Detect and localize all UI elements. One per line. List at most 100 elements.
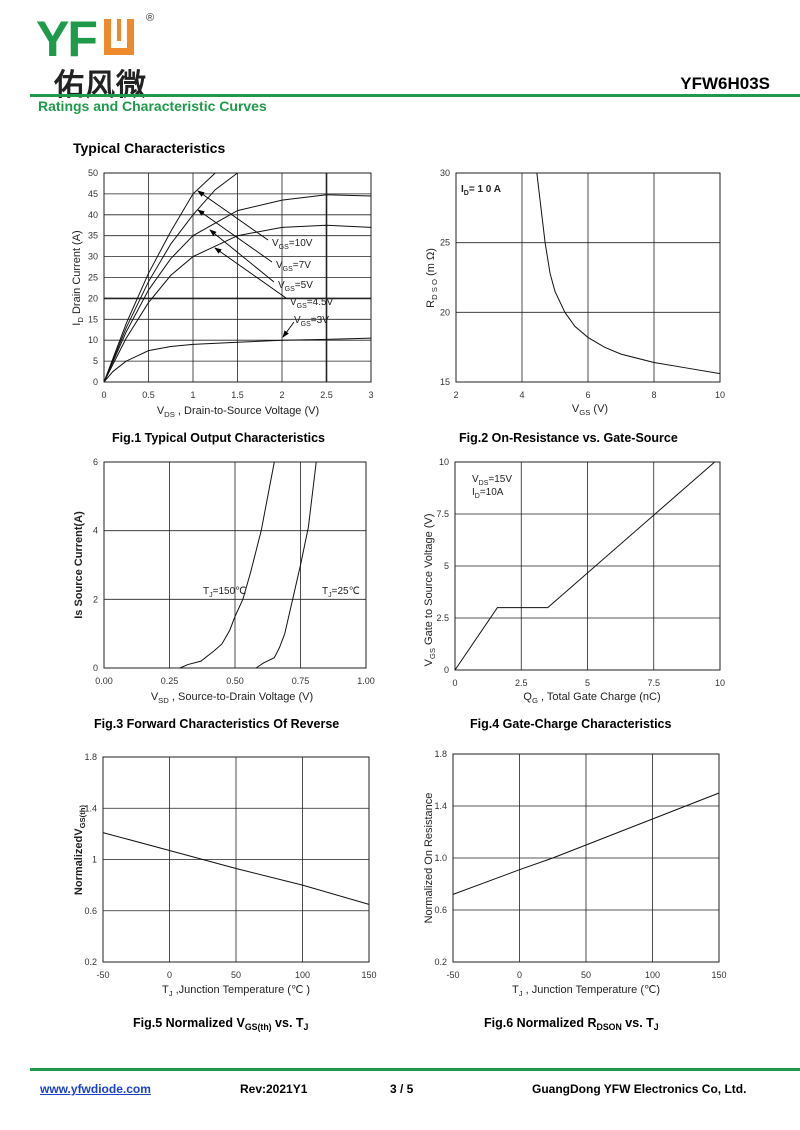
x-axis-label: VGS (V) <box>572 403 608 417</box>
series-label: VGS=7V <box>276 260 311 273</box>
footer-revision: Rev:2021Y1 <box>240 1082 308 1096</box>
x-tick-label: 0.00 <box>95 676 113 686</box>
x-tick-label: 8 <box>651 390 656 400</box>
x-axis-label: TJ , Junction Temperature (℃) <box>512 984 660 998</box>
x-tick-label: 0 <box>517 970 522 980</box>
chart-fig2: 2 4 6 8 10 15 20 25 30 ID= 1 0 A VGS (V) RD S O (m … <box>425 168 725 445</box>
x-tick-label: 2 <box>453 390 458 400</box>
x-tick-label: 2.5 <box>515 678 528 688</box>
series-arrow <box>209 229 275 283</box>
footer-divider <box>30 1068 800 1071</box>
x-tick-label: 150 <box>361 970 376 980</box>
chart-annotation: ID=10A <box>472 487 504 500</box>
x-tick-label: 0.5 <box>142 390 155 400</box>
x-tick-label: 1.5 <box>231 390 244 400</box>
y-tick-label: 0.2 <box>434 957 447 967</box>
section-title: Ratings and Characteristic Curves <box>38 98 267 114</box>
figure-caption: Fig.2 On-Resistance vs. Gate-Source <box>459 431 678 445</box>
y-tick-label: 10 <box>439 457 449 467</box>
series-arrow <box>214 247 287 299</box>
y-tick-label: 2.5 <box>436 613 449 623</box>
y-tick-label: 5 <box>444 561 449 571</box>
chart-fig5: -50 0 50 100 150 0.2 0.6 1 1.4 1.8 TJ ,Junction Te… <box>73 752 377 1032</box>
figure-caption: Fig.5 Normalized VGS(th) vs. TJ <box>133 1016 309 1032</box>
y-tick-label: 15 <box>440 377 450 387</box>
series-line-2 <box>255 461 317 669</box>
series-label: VGS=5V <box>278 280 313 293</box>
chart-annotation: VDS=15V <box>472 474 512 487</box>
series-label: VGS=3V <box>294 315 329 328</box>
y-tick-label: 2 <box>93 594 98 604</box>
logo-w-mark <box>104 19 134 55</box>
figure-caption: Fig.6 Normalized RDSON vs. TJ <box>484 1016 659 1032</box>
y-tick-label: 6 <box>93 457 98 467</box>
series-line-1 <box>103 172 216 383</box>
x-tick-label: 50 <box>231 970 241 980</box>
series-line-1 <box>452 792 720 895</box>
y-tick-label: 1.4 <box>84 803 97 813</box>
x-tick-label: 0.75 <box>292 676 310 686</box>
x-tick-label: 1.00 <box>357 676 375 686</box>
y-axis-label: Normalized On Resistance <box>423 793 435 924</box>
part-number: YFW6H03S <box>680 74 770 93</box>
series-line-1 <box>454 461 716 671</box>
y-axis-label: Is Source Current(A) <box>73 511 85 619</box>
typical-characteristics-heading: Typical Characteristics <box>73 140 226 156</box>
y-tick-label: 40 <box>88 210 98 220</box>
footer-website: www.yfwdiode.com <box>40 1082 151 1096</box>
x-tick-label: 2.5 <box>320 390 333 400</box>
series-arrow <box>197 209 273 263</box>
chart-fig6: -50 0 50 100 150 0.2 0.6 1.0 1.4 1.8 TJ , Junction… <box>423 749 727 1032</box>
y-tick-label: 0 <box>444 665 449 675</box>
figure-caption: Fig.1 Typical Output Characteristics <box>112 431 325 445</box>
y-tick-label: 0 <box>93 663 98 673</box>
y-tick-label: 0 <box>93 377 98 387</box>
y-tick-label: 7.5 <box>436 509 449 519</box>
chart-annotation: ID= 1 0 A <box>461 184 501 197</box>
x-tick-label: 1 <box>190 390 195 400</box>
x-tick-label: 150 <box>711 970 726 980</box>
series-line-2 <box>103 172 238 383</box>
y-axis-label: VGS Gate to Source Voltage (V) <box>423 514 437 667</box>
x-tick-label: 2 <box>279 390 284 400</box>
y-tick-label: 20 <box>440 307 450 317</box>
x-tick-label: 7.5 <box>647 678 660 688</box>
x-tick-label: -50 <box>446 970 459 980</box>
footer-company: GuangDong YFW Electronics Co, Ltd. <box>532 1082 747 1096</box>
y-tick-label: 1.4 <box>434 801 447 811</box>
figure-caption: Fig.4 Gate-Charge Characteristics <box>470 717 672 731</box>
y-tick-label: 1.8 <box>434 749 447 759</box>
plot-frame <box>452 753 720 963</box>
y-tick-label: 1 <box>92 855 97 865</box>
series-label: VGS=4.5V <box>290 297 334 310</box>
x-tick-label: 0 <box>101 390 106 400</box>
y-tick-label: 20 <box>88 293 98 303</box>
x-tick-label: 100 <box>295 970 310 980</box>
y-tick-label: 50 <box>88 168 98 178</box>
x-tick-label: 6 <box>585 390 590 400</box>
x-axis-label: TJ ,Junction Temperature (℃ ) <box>162 984 310 998</box>
x-tick-label: 0.25 <box>161 676 179 686</box>
y-tick-label: 4 <box>93 526 98 536</box>
figure-caption: Fig.3 Forward Characteristics Of Reverse <box>94 717 339 731</box>
x-tick-label: 0.50 <box>226 676 244 686</box>
footer-page-number: 3 / 5 <box>390 1082 414 1096</box>
x-tick-label: 5 <box>585 678 590 688</box>
series-label: TJ=150℃ <box>203 586 246 599</box>
website-link[interactable]: www.yfwdiode.com <box>40 1082 151 1096</box>
x-tick-label: 50 <box>581 970 591 980</box>
plot-frame <box>454 461 721 671</box>
x-tick-label: 100 <box>645 970 660 980</box>
x-axis-label: VDS , Drain-to-Source Voltage (V) <box>157 405 319 419</box>
header-divider <box>30 94 800 97</box>
series-line-3 <box>103 194 372 383</box>
x-tick-label: 10 <box>715 678 725 688</box>
plot-frame <box>102 756 370 963</box>
y-tick-label: 30 <box>440 168 450 178</box>
series-arrow <box>197 190 269 241</box>
x-tick-label: 10 <box>715 390 725 400</box>
y-tick-label: 35 <box>88 231 98 241</box>
y-tick-label: 0.2 <box>84 957 97 967</box>
y-tick-label: 1.8 <box>84 752 97 762</box>
